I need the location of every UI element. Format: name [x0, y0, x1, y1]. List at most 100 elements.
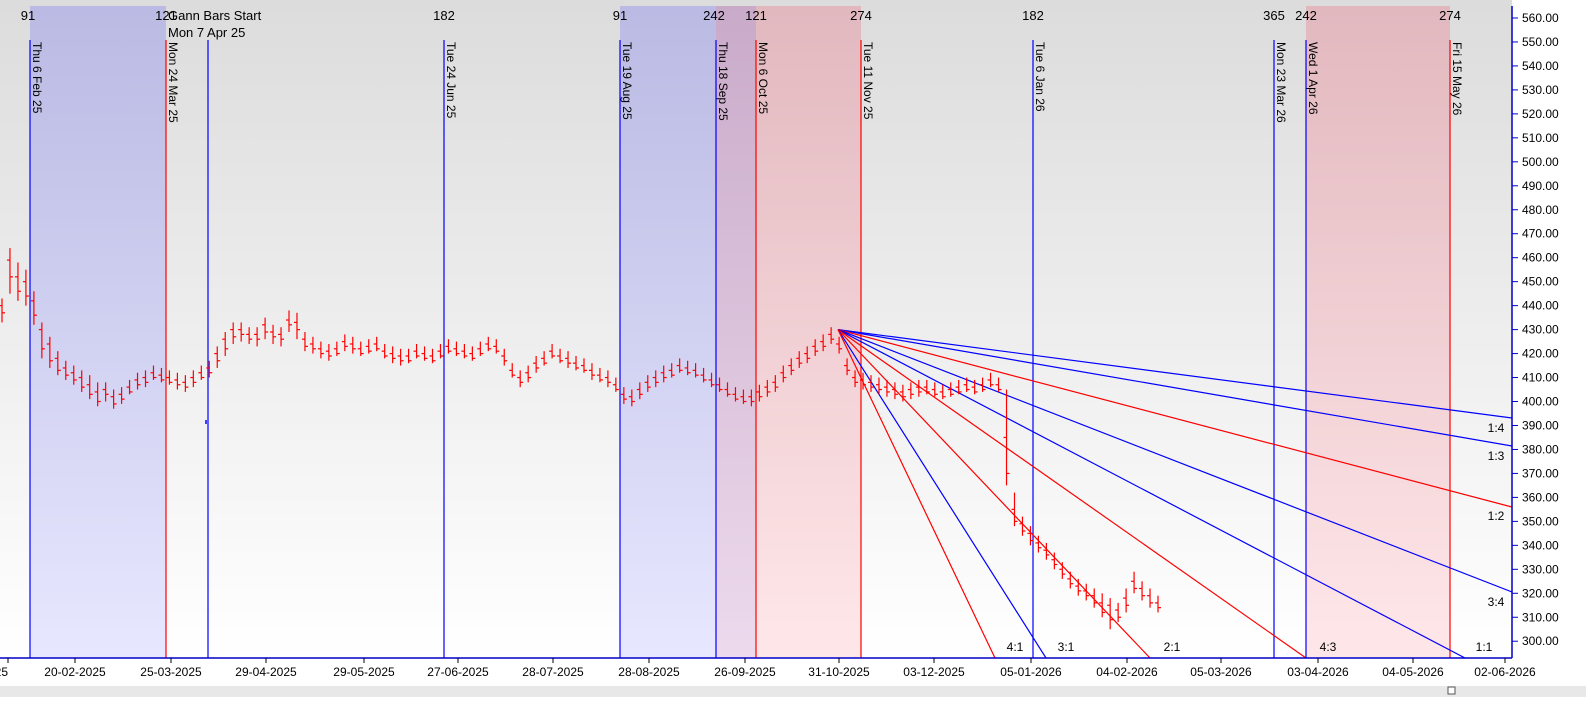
price-bar — [612, 377, 619, 392]
gann-fan-line — [837, 329, 1512, 447]
y-tick-label: 410.00 — [1522, 371, 1559, 385]
price-bar — [293, 312, 300, 340]
price-bar — [1051, 552, 1058, 570]
price-bar — [987, 372, 994, 388]
gann-fan-line — [837, 329, 1151, 658]
price-bar — [158, 367, 165, 383]
price-bar — [836, 336, 843, 354]
y-tick-label: 350.00 — [1522, 514, 1559, 528]
price-bar — [573, 355, 580, 371]
gann-fan-line — [837, 329, 1512, 419]
price-bar — [262, 317, 269, 340]
price-bar — [509, 363, 516, 378]
cycle-count-label: 242 — [1295, 8, 1317, 23]
cycle-date-label: Tue 24 Jun 25 — [444, 42, 458, 119]
price-bar — [820, 334, 827, 352]
price-bar — [469, 346, 476, 361]
y-tick-label: 310.00 — [1522, 610, 1559, 624]
price-bar — [931, 382, 938, 397]
price-bar — [780, 365, 787, 383]
gann-fan-label: 1:3 — [1488, 449, 1505, 463]
price-bar — [246, 327, 253, 344]
cycle-date-label: Tue 19 Aug 25 — [620, 42, 634, 120]
price-bar — [1019, 516, 1026, 536]
cycle-date-label: Mon 23 Mar 26 — [1274, 42, 1288, 123]
price-bar — [493, 339, 500, 354]
x-tick-label: 03-12-2025 — [903, 665, 965, 679]
y-tick-label: 480.00 — [1522, 203, 1559, 217]
cycle-count-label: 91 — [613, 8, 627, 23]
price-bar — [198, 365, 205, 380]
price-bar — [270, 324, 277, 344]
price-bar — [1067, 571, 1074, 589]
price-bar — [1131, 571, 1138, 594]
cycle-count-label: 121 — [155, 8, 177, 23]
price-bar — [62, 360, 69, 380]
price-bar — [1035, 535, 1042, 553]
y-tick-label: 440.00 — [1522, 299, 1559, 313]
price-bar — [557, 348, 564, 364]
cycle-count-label: 274 — [1439, 8, 1461, 23]
cycle-count-label: 242 — [703, 8, 725, 23]
y-tick-label: 360.00 — [1522, 490, 1559, 504]
price-bar — [357, 341, 364, 356]
price-bar — [660, 365, 667, 383]
price-bar — [756, 384, 763, 402]
x-tick-label: 28-07-2025 — [522, 665, 584, 679]
price-bar — [1091, 588, 1098, 608]
price-bar — [963, 377, 970, 392]
price-bar — [190, 370, 197, 388]
cycle-date-label: Thu 6 Feb 25 — [30, 42, 44, 114]
price-bar — [1083, 583, 1090, 601]
price-bar — [947, 382, 954, 397]
price-bar — [126, 379, 133, 395]
y-tick-label: 420.00 — [1522, 347, 1559, 361]
cycle-count-label: 365 — [1263, 8, 1285, 23]
price-bar — [38, 322, 45, 359]
gann-fan-line — [837, 329, 1307, 658]
price-bar — [421, 346, 428, 361]
price-bar — [317, 341, 324, 359]
price-bar — [485, 336, 492, 352]
price-bar — [349, 336, 356, 354]
price-bar — [150, 365, 157, 380]
price-bar — [628, 389, 635, 407]
x-tick-label: 05-01-2026 — [1000, 665, 1062, 679]
y-tick-label: 300.00 — [1522, 634, 1559, 648]
price-bar — [301, 332, 308, 352]
gann-fan-label: 3:1 — [1058, 640, 1075, 654]
gann-fan-line — [837, 329, 1512, 508]
price-bar — [716, 377, 723, 392]
price-bar — [915, 379, 922, 397]
price-bar — [230, 322, 237, 344]
cycle-date-label: Mon 6 Oct 25 — [756, 42, 770, 114]
y-tick-label: 470.00 — [1522, 227, 1559, 241]
price-bar — [501, 348, 508, 366]
x-tick-label: 29-04-2025 — [235, 665, 297, 679]
y-tick-label: 380.00 — [1522, 442, 1559, 456]
price-bar — [0, 298, 5, 323]
price-bar — [118, 387, 125, 404]
price-bar — [413, 343, 420, 359]
cycle-count-label: 182 — [1022, 8, 1044, 23]
price-bar — [254, 327, 261, 347]
price-bar — [804, 346, 811, 364]
price-bar — [86, 375, 93, 400]
price-bar — [636, 382, 643, 400]
price-bar — [620, 387, 627, 404]
price-bar — [1099, 593, 1106, 618]
scroll-handle[interactable] — [1447, 686, 1456, 695]
status-strip — [0, 686, 1586, 697]
price-bar — [397, 348, 404, 366]
price-bar — [22, 269, 29, 306]
price-bar — [1107, 598, 1114, 630]
price-bar — [389, 346, 396, 364]
price-bar — [102, 382, 109, 402]
price-bar — [604, 370, 611, 388]
y-tick-label: 340.00 — [1522, 538, 1559, 552]
price-bar — [517, 370, 524, 388]
price-bar — [1139, 581, 1146, 601]
y-tick-label: 530.00 — [1522, 83, 1559, 97]
price-bar — [541, 351, 548, 366]
